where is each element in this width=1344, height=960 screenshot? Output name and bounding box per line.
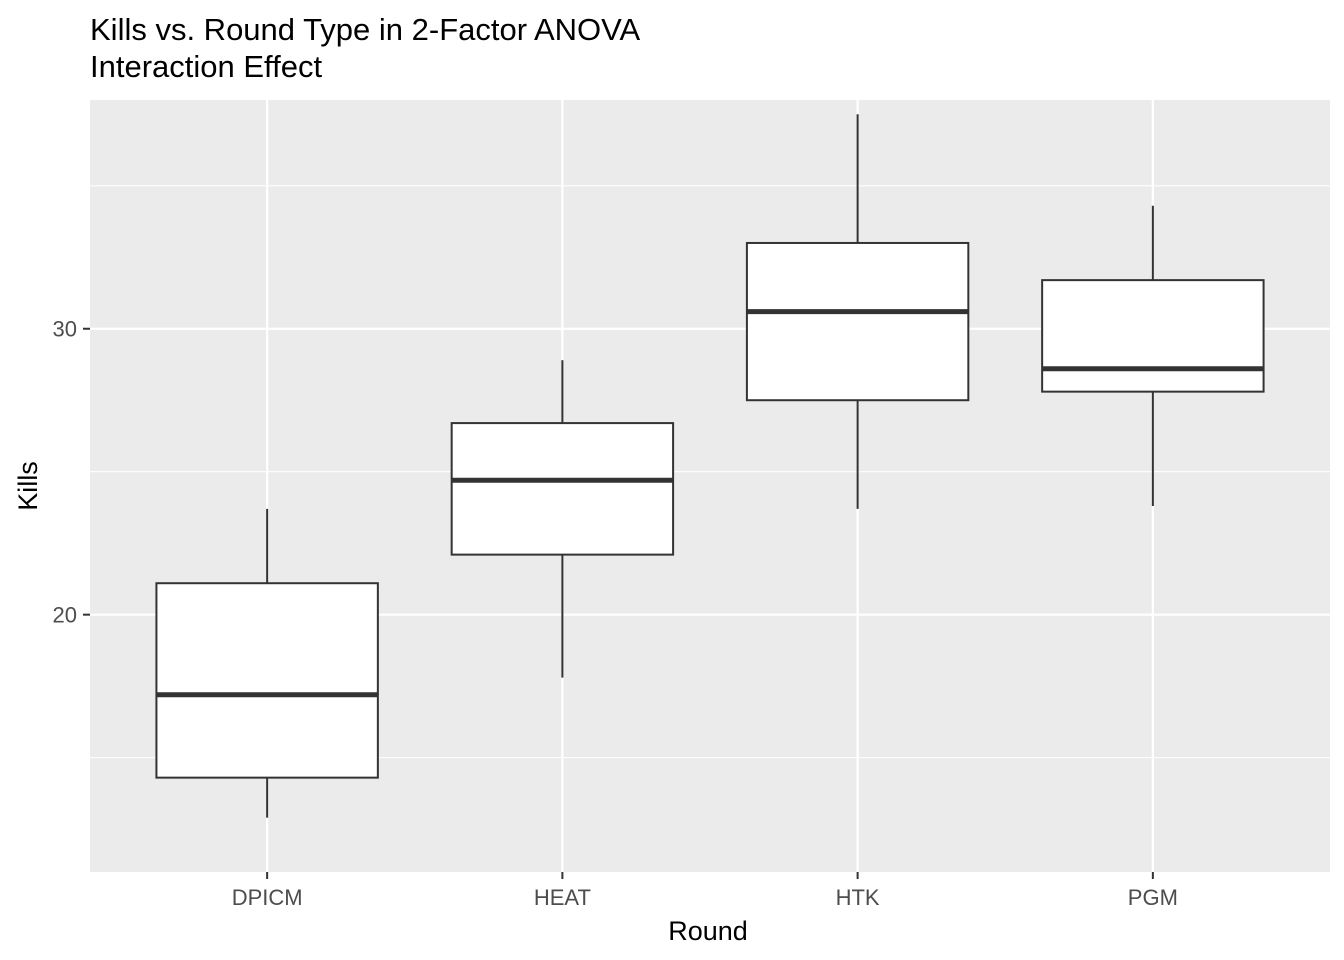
x-tick-label-heat: HEAT	[534, 885, 591, 910]
x-tick-label-pgm: PGM	[1128, 885, 1178, 910]
x-tick-label-htk: HTK	[836, 885, 880, 910]
box-body-heat	[450, 422, 675, 556]
box-htk	[745, 114, 970, 509]
box-group	[155, 114, 1265, 818]
x-tick-label-dpicm: DPICM	[232, 885, 303, 910]
x-axis: DPICM HEAT HTK PGM	[232, 872, 1178, 910]
box-body-dpicm	[155, 582, 379, 779]
y-axis-label: Kills	[13, 461, 43, 511]
x-axis-label: Round	[668, 916, 748, 946]
box-body-pgm	[1041, 279, 1265, 393]
chart-subtitle: Interaction Effect	[90, 49, 323, 84]
box-body-htk	[745, 241, 970, 402]
box-pgm	[1041, 205, 1265, 507]
box-dpicm	[155, 508, 379, 818]
chart-title: Kills vs. Round Type in 2-Factor ANOVA	[90, 12, 641, 47]
box-heat	[450, 360, 675, 678]
y-tick-label-20: 20	[53, 603, 77, 628]
y-tick-label-30: 30	[53, 317, 77, 342]
